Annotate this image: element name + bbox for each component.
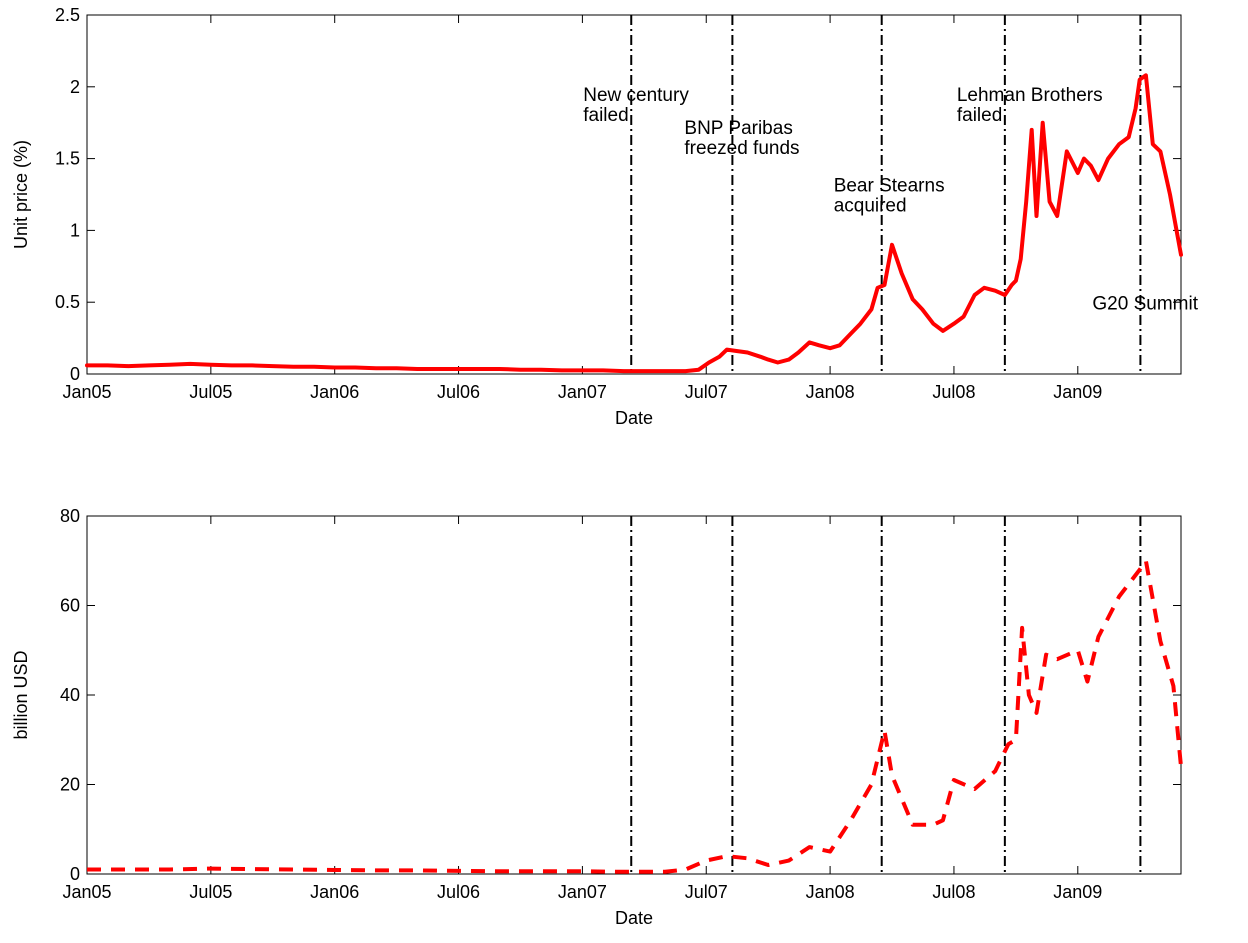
y-tick-label: 2	[70, 77, 80, 97]
x-tick-label: Jan06	[310, 382, 359, 402]
axes-frame	[86, 14, 1182, 375]
x-tick-label: Jan07	[558, 382, 607, 402]
y-tick-label: 2.5	[55, 5, 80, 25]
y-tick-label: 1.5	[55, 149, 80, 169]
x-tick-label: Jan05	[62, 882, 111, 902]
x-tick-label: Jan08	[806, 382, 855, 402]
axes-frame	[86, 515, 1182, 875]
y-axis-label: Unit price (%)	[11, 140, 31, 249]
event-annotation-line: freezed funds	[684, 138, 799, 159]
event-annotation: Lehman Brothers failed	[957, 85, 1103, 126]
x-tick-label: Jan09	[1053, 382, 1102, 402]
event-annotation: BNP Paribas freezed funds	[684, 118, 799, 159]
x-axis-label: Date	[615, 408, 653, 428]
x-tick-label: Jan07	[558, 882, 607, 902]
plot-1: Jan05 Jul05 Jan06 Jul06 Jan07 Jul07 Jan08 Jul08…	[11, 5, 1199, 428]
y-tick-label: 0	[70, 364, 80, 384]
event-annotation-line: failed	[583, 105, 628, 126]
y-tick-label: 40	[60, 685, 80, 705]
event-annotation: New century failed	[583, 85, 689, 126]
plot-2: Jan05 Jul05 Jan06 Jul06 Jan07 Jul07 Jan08 Jul08…	[11, 506, 1183, 928]
series-line	[87, 558, 1183, 874]
y-tick-label: 80	[60, 506, 80, 526]
x-tick-label: Jul05	[189, 882, 232, 902]
x-tick-label: Jan06	[310, 882, 359, 902]
event-annotation-line: acquired	[834, 196, 907, 217]
event-annotation-line: Bear Stearns	[834, 176, 945, 197]
event-annotation-line: G20 Summit	[1092, 293, 1198, 314]
x-tick-label: Jul06	[437, 882, 480, 902]
y-tick-label: 0.5	[55, 292, 80, 312]
event-annotation: Bear Stearns acquired	[834, 176, 945, 217]
x-tick-label: Jan05	[62, 382, 111, 402]
event-annotation-line: failed	[957, 105, 1002, 126]
x-tick-label: Jan08	[806, 882, 855, 902]
y-tick-label: 20	[60, 775, 80, 795]
x-tick-label: Jul08	[932, 882, 975, 902]
x-tick-label: Jul07	[685, 882, 728, 902]
y-tick-label: 1	[70, 220, 80, 240]
y-tick-label: 0	[70, 864, 80, 884]
event-annotation: G20 Summit	[1092, 293, 1198, 314]
x-tick-label: Jul08	[932, 382, 975, 402]
y-tick-label: 60	[60, 596, 80, 616]
x-tick-label: Jul07	[685, 382, 728, 402]
event-annotation-line: BNP Paribas	[684, 118, 792, 139]
event-annotation-line: New century	[583, 85, 689, 106]
x-axis-label: Date	[615, 908, 653, 928]
x-tick-label: Jul05	[189, 382, 232, 402]
x-tick-label: Jan09	[1053, 882, 1102, 902]
event-annotation-line: Lehman Brothers	[957, 85, 1103, 106]
y-axis-label: billion USD	[11, 650, 31, 739]
series-line	[85, 73, 1183, 374]
x-tick-label: Jul06	[437, 382, 480, 402]
